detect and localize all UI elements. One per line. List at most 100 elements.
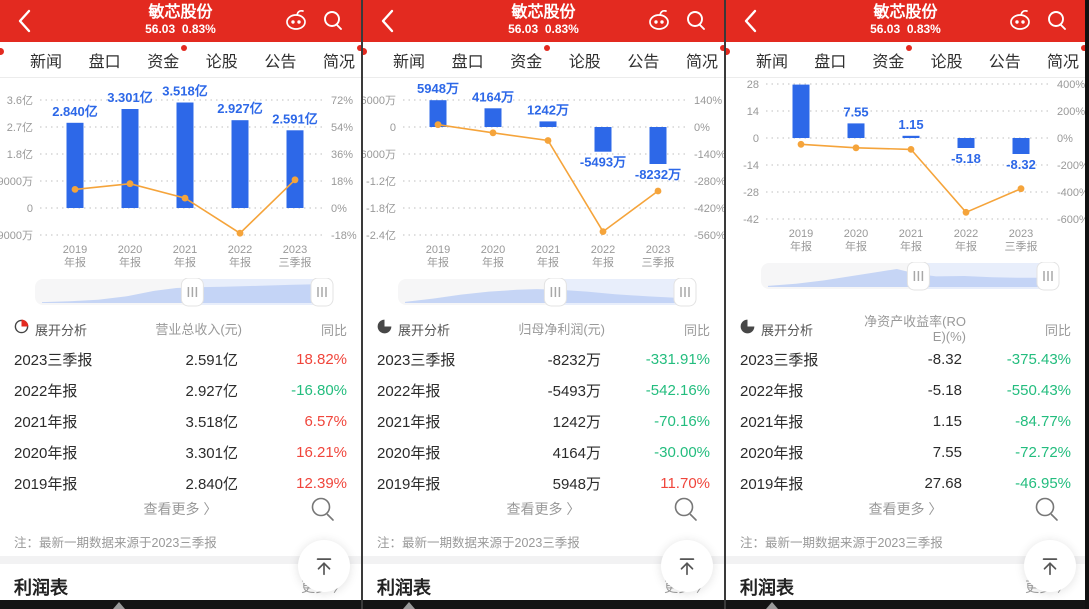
- tab-announcements[interactable]: 公告: [627, 53, 660, 71]
- search-icon[interactable]: [684, 8, 708, 32]
- table-row[interactable]: 2021年报 3.518亿 6.57%: [0, 406, 361, 437]
- tab-funds[interactable]: 资金: [143, 44, 188, 72]
- finance-combo-chart[interactable]: 3.6亿 72% 2.7亿 54% 1.8亿 36% 9000万 18% 0 0% -9000万 -1…: [0, 0, 363, 320]
- expand-analysis-label[interactable]: 展开分析: [398, 322, 451, 338]
- expand-analysis-label[interactable]: 展开分析: [35, 322, 88, 338]
- tab-bar: 新闻 盘口 资金 论股 公告 简况: [363, 42, 724, 78]
- back-to-top-button[interactable]: [298, 540, 350, 592]
- table-row[interactable]: 2020年报 4164万 -30.00%: [363, 437, 724, 468]
- table-row[interactable]: 2019年报 27.68 -46.95%: [726, 468, 1085, 499]
- back-icon[interactable]: [742, 7, 760, 35]
- table-row[interactable]: 2020年报 7.55 -72.72%: [726, 437, 1085, 468]
- period-cell: 2021年报: [377, 414, 441, 431]
- svg-text:2022: 2022: [591, 244, 615, 256]
- table-row[interactable]: 2021年报 1242万 -70.16%: [363, 406, 724, 437]
- search-icon[interactable]: [309, 495, 337, 523]
- chart-range-slider[interactable]: [363, 278, 726, 308]
- search-icon[interactable]: [1045, 8, 1069, 32]
- back-to-top-icon: [316, 558, 332, 576]
- svg-text:14: 14: [747, 106, 759, 118]
- finance-combo-chart[interactable]: 28 400% 14 200% 0 0% -14 -200% -28 -400% -42 -600% 7…: [726, 0, 1085, 320]
- stock-change: 0.83%: [544, 22, 579, 36]
- expand-analysis-label[interactable]: 展开分析: [761, 322, 814, 338]
- stock-price: 56.03: [508, 22, 539, 36]
- tab-profile[interactable]: 简况: [682, 44, 724, 72]
- svg-text:4164万: 4164万: [472, 89, 514, 104]
- svg-text:-420%: -420%: [694, 203, 726, 215]
- back-icon[interactable]: [16, 7, 34, 35]
- yoy-cell: -84.77%: [1015, 413, 1071, 430]
- app-header: 敏芯股份 56.03 0.83%: [0, 0, 361, 42]
- svg-text:0: 0: [390, 122, 396, 134]
- tab-order-book[interactable]: 盘口: [451, 53, 484, 71]
- chart-range-slider[interactable]: [726, 262, 1085, 292]
- back-to-top-button[interactable]: [1024, 540, 1076, 592]
- svg-text:0%: 0%: [694, 122, 710, 134]
- section-divider: [726, 556, 1085, 564]
- table-row[interactable]: 2023三季报 -8232万 -331.91%: [363, 344, 724, 375]
- finance-combo-chart[interactable]: 6000万 140% 0 0% -6000万 -140% -1.2亿 -280% -1.8亿 -4…: [363, 0, 726, 320]
- tab-discussion[interactable]: 论股: [568, 53, 601, 71]
- stock-panel: 敏芯股份 56.03 0.83% 新闻 盘口 资金 论股 公告 简况 6000万…: [363, 0, 726, 609]
- tab-news[interactable]: 新闻: [393, 53, 426, 71]
- svg-text:2022: 2022: [954, 228, 978, 240]
- tab-news[interactable]: 新闻: [756, 53, 789, 71]
- table-row[interactable]: 2019年报 5948万 11.70%: [363, 468, 724, 499]
- svg-text:2019: 2019: [789, 228, 813, 240]
- tab-order-book[interactable]: 盘口: [88, 53, 121, 71]
- svg-text:0: 0: [27, 203, 33, 215]
- tab-order-book[interactable]: 盘口: [814, 53, 847, 71]
- table-row[interactable]: 2022年报 -5.18 -550.43%: [726, 375, 1085, 406]
- table-row[interactable]: 2021年报 1.15 -84.77%: [726, 406, 1085, 437]
- tab-announcements[interactable]: 公告: [264, 53, 297, 71]
- svg-text:1.8亿: 1.8亿: [7, 148, 33, 161]
- view-more-link[interactable]: 查看更多 〉: [143, 501, 218, 517]
- data-source-note: 注：最新一期数据来源于2023三季报: [14, 536, 217, 550]
- robot-assistant-icon[interactable]: [646, 8, 672, 32]
- svg-text:年报: 年报: [790, 239, 812, 253]
- table-row[interactable]: 2020年报 3.301亿 16.21%: [0, 437, 361, 468]
- chart-range-slider[interactable]: [0, 278, 363, 308]
- profit-table-title: 利润表: [377, 578, 431, 598]
- search-icon[interactable]: [321, 8, 345, 32]
- view-more-link[interactable]: 查看更多 〉: [506, 501, 581, 517]
- back-to-top-button[interactable]: [661, 540, 713, 592]
- svg-text:2023: 2023: [283, 244, 307, 256]
- view-more-link[interactable]: 查看更多 〉: [868, 501, 943, 517]
- tab-funds[interactable]: 资金: [506, 44, 551, 72]
- svg-text:-200%: -200%: [1057, 160, 1085, 172]
- tab-funds[interactable]: 资金: [868, 44, 913, 72]
- stock-quote: 56.03 0.83%: [0, 22, 361, 37]
- svg-text:3.518亿: 3.518亿: [162, 84, 208, 99]
- section-divider: [0, 556, 361, 564]
- value-cell: 2.591亿: [185, 352, 238, 369]
- tab-discussion[interactable]: 论股: [205, 53, 238, 71]
- value-cell: -8232万: [547, 352, 601, 369]
- svg-text:2021: 2021: [536, 244, 560, 256]
- robot-assistant-icon[interactable]: [283, 8, 309, 32]
- tab-profile[interactable]: 简况: [1043, 44, 1085, 72]
- svg-text:-18%: -18%: [331, 230, 357, 242]
- search-icon[interactable]: [672, 495, 700, 523]
- table-row[interactable]: 2023三季报 2.591亿 18.82%: [0, 344, 361, 375]
- report-table: 2023三季报 2.591亿 18.82% 2022年报 2.927亿 -16.…: [0, 344, 361, 499]
- value-cell: -5.18: [927, 382, 962, 399]
- table-row[interactable]: 2023三季报 -8.32 -375.43%: [726, 344, 1085, 375]
- robot-assistant-icon[interactable]: [1007, 8, 1033, 32]
- table-row[interactable]: 2019年报 2.840亿 12.39%: [0, 468, 361, 499]
- yoy-column-header: 同比: [1044, 322, 1071, 338]
- tab-profile[interactable]: 简况: [319, 44, 361, 72]
- search-icon[interactable]: [1033, 495, 1061, 523]
- tab-announcements[interactable]: 公告: [988, 53, 1021, 71]
- profit-table-title: 利润表: [740, 578, 794, 598]
- table-row[interactable]: 2022年报 -5493万 -542.16%: [363, 375, 724, 406]
- svg-text:2023: 2023: [646, 244, 670, 256]
- analysis-header-row: 展开分析 营业总收入(元) 同比: [0, 311, 361, 347]
- back-icon[interactable]: [379, 7, 397, 35]
- bottom-bar: [0, 600, 361, 609]
- tab-discussion[interactable]: 论股: [930, 53, 963, 71]
- analysis-header-row: 展开分析 净资产收益率(RO E)(%) 同比: [726, 311, 1085, 347]
- table-row[interactable]: 2022年报 2.927亿 -16.80%: [0, 375, 361, 406]
- tab-news[interactable]: 新闻: [30, 53, 63, 71]
- period-cell: 2022年报: [377, 383, 441, 400]
